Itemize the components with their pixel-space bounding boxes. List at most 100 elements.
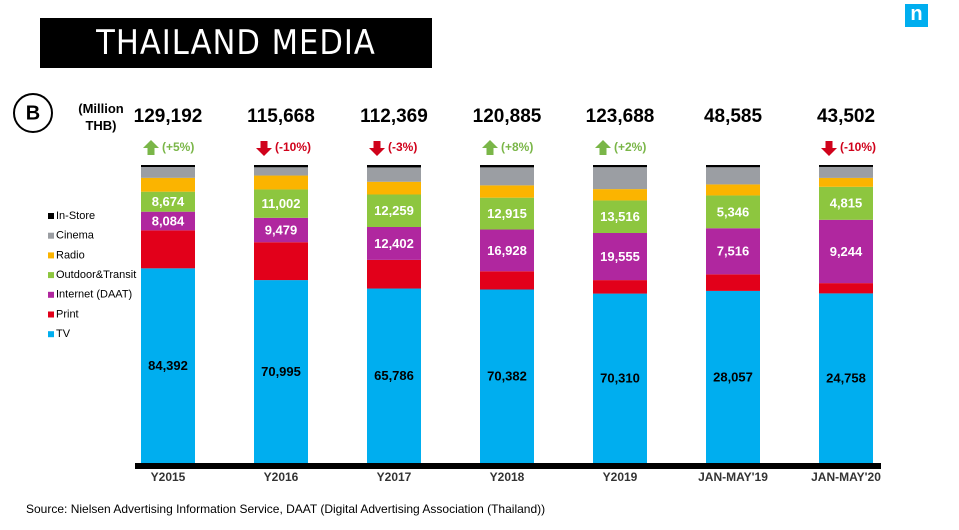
- change-label: (-10%): [275, 140, 311, 154]
- value-label: 70,995: [261, 364, 301, 379]
- bar-segment: [480, 185, 534, 198]
- value-label: 5,346: [717, 204, 750, 219]
- bar-segment: [593, 293, 647, 463]
- x-tick-label: Y2015: [151, 470, 186, 484]
- value-label: 16,928: [487, 243, 527, 258]
- value-label: 70,310: [600, 371, 640, 386]
- bar-segment: [480, 289, 534, 463]
- value-label: 9,244: [830, 244, 863, 259]
- bar-segment: [819, 283, 873, 294]
- value-label: 12,402: [374, 236, 414, 251]
- bar-segment: [593, 200, 647, 233]
- bar-segment: [367, 227, 421, 260]
- value-label: 8,674: [152, 194, 185, 209]
- icon: B: [26, 102, 40, 124]
- value-label: 8,084: [152, 213, 185, 228]
- bar-segment: [819, 219, 873, 284]
- bar-segment: [706, 290, 760, 463]
- legend-swatch: [48, 331, 54, 338]
- legend-swatch: [48, 232, 54, 239]
- bar-segment: [593, 165, 647, 168]
- change-arrow: [821, 141, 837, 156]
- bar-segment: [480, 197, 534, 230]
- change-arrow: [256, 141, 272, 156]
- legend-swatch: [48, 252, 54, 259]
- total-label: 120,885: [473, 106, 542, 127]
- value-label: 4,815: [830, 196, 863, 211]
- legend-label: In-Store: [56, 210, 95, 222]
- icon-circle: [13, 93, 53, 133]
- legend-label: Outdoor&Transit: [56, 269, 136, 281]
- legend-swatch: [48, 291, 54, 298]
- bar-segment: [706, 228, 760, 275]
- change-label: (-3%): [388, 140, 417, 154]
- total-label: 115,668: [247, 106, 315, 127]
- value-label: 65,786: [374, 368, 414, 383]
- bar-segment: [480, 271, 534, 290]
- change-label: (+8%): [501, 140, 533, 154]
- bar-segment: [480, 167, 534, 186]
- bar-segment: [706, 165, 760, 168]
- bar-segment: [367, 259, 421, 289]
- value-label: 70,382: [487, 369, 527, 384]
- bar-segment: [141, 167, 195, 178]
- bar-segment: [254, 280, 308, 463]
- bar-segment: [367, 167, 421, 182]
- bar-segment: [141, 191, 195, 212]
- bar-segment: [254, 165, 308, 168]
- x-tick-label: JAN-MAY'20: [811, 470, 881, 484]
- value-label: 12,915: [487, 206, 527, 221]
- baseline: [135, 463, 881, 469]
- bar-segment: [593, 167, 647, 190]
- bar-segment: [819, 293, 873, 463]
- bar-segment: [141, 177, 195, 192]
- bar-segment: [593, 189, 647, 201]
- change-label: (+2%): [614, 140, 646, 154]
- legend-label: TV: [56, 328, 71, 340]
- bar-segment: [141, 230, 195, 269]
- bar-segment: [254, 175, 308, 190]
- total-label: 129,192: [134, 106, 203, 127]
- x-tick-label: Y2016: [264, 470, 299, 484]
- change-arrow: [595, 140, 611, 155]
- total-label: 112,369: [360, 106, 428, 127]
- bar-segment: [593, 280, 647, 294]
- bar-segment: [254, 217, 308, 243]
- change-arrow: [369, 141, 385, 156]
- bar-segment: [141, 211, 195, 231]
- change-arrow: [143, 140, 159, 155]
- total-label: 48,585: [704, 106, 763, 127]
- value-label: 84,392: [148, 358, 188, 373]
- bar-segment: [706, 167, 760, 185]
- bar-segment: [367, 181, 421, 195]
- bar-segment: [367, 165, 421, 168]
- source: Source: Nielsen Advertising Information …: [26, 502, 546, 516]
- bar-segment: [819, 177, 873, 187]
- bar-segment: [367, 288, 421, 463]
- change-label: (-10%): [840, 140, 876, 154]
- bar-segment: [706, 184, 760, 196]
- value-label: 28,057: [713, 369, 753, 384]
- bar-segment: [141, 268, 195, 463]
- bar-segment: [819, 186, 873, 220]
- value-label: 24,758: [826, 371, 866, 386]
- bar-segment: [254, 167, 308, 176]
- value-label: 11,002: [261, 196, 300, 211]
- change-arrow: [482, 140, 498, 155]
- total-label: 43,502: [817, 106, 875, 127]
- bar-segment: [819, 165, 873, 167]
- legend-swatch: [48, 311, 54, 318]
- bar-segment: [254, 242, 308, 281]
- bar-segment: [254, 189, 308, 218]
- value-label: 13,516: [600, 209, 640, 224]
- legend-swatch: [48, 272, 54, 279]
- x-tick-label: JAN-MAY'19: [698, 470, 768, 484]
- legend-label: Cinema: [56, 230, 95, 242]
- bar-segment: [706, 274, 760, 291]
- x-tick-label: Y2018: [490, 470, 525, 484]
- x-tick-label: Y2019: [603, 470, 638, 484]
- bar-segment: [480, 229, 534, 272]
- total-label: 123,688: [586, 106, 655, 127]
- value-label: 12,259: [374, 203, 414, 218]
- bar-segment: [141, 165, 195, 168]
